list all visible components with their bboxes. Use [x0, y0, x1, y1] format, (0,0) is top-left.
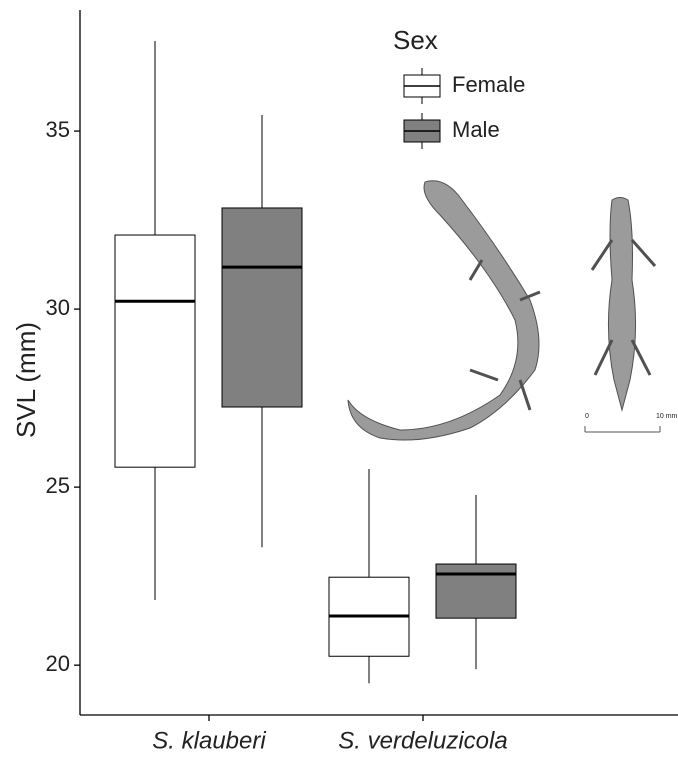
box: [222, 208, 302, 407]
scale-bar-label: 10 mm: [656, 413, 678, 420]
y-tick-label: 25: [46, 473, 70, 498]
y-axis-title: SVL (mm): [11, 322, 41, 438]
x-tick-label: S. klauberi: [152, 727, 266, 754]
y-tick-label: 30: [46, 295, 70, 320]
scale-bar-label: 0: [585, 413, 589, 420]
y-tick-label: 35: [46, 117, 70, 142]
scale-bar: [585, 426, 660, 432]
legend-title: Sex: [393, 25, 438, 55]
box: [115, 235, 195, 467]
x-tick-label: S. verdeluzicola: [338, 727, 507, 754]
lizard-illustration: [348, 181, 655, 440]
y-tick-label: 20: [46, 651, 70, 676]
legend-label: Female: [452, 72, 525, 97]
legend-label: Male: [452, 117, 500, 142]
chart: 0 10 mm SVL (mm) Sex 20 25 30 35 S. klauberi…: [0, 0, 678, 755]
box: [436, 564, 516, 618]
